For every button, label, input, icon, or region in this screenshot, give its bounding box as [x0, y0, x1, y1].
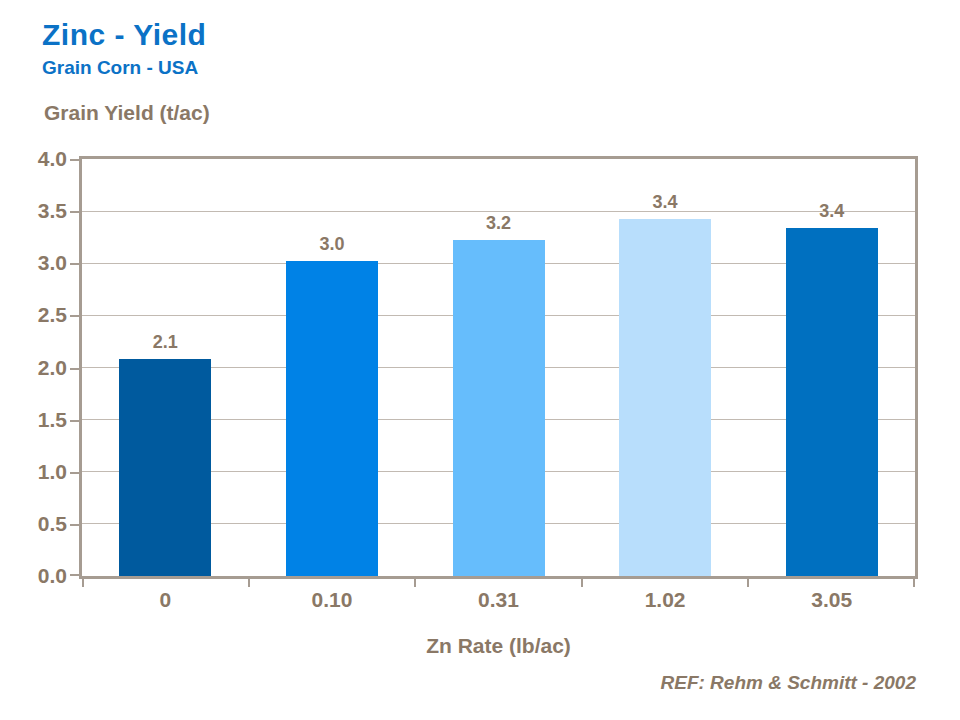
bar-value-label: 2.1: [119, 332, 211, 352]
y-tick-mark: [70, 368, 82, 370]
x-tick-mark: [913, 576, 915, 587]
y-tick-label: 2.0: [7, 357, 67, 379]
page-title: Zinc - Yield: [42, 18, 206, 52]
bar-chart-plot-area: 0.00.51.01.52.02.53.03.54.02.103.00.103.…: [79, 156, 918, 579]
x-tick-mark: [747, 576, 749, 587]
bar-value-label: 3.4: [619, 192, 711, 212]
x-tick-label: 0.10: [249, 588, 415, 612]
x-tick-mark: [581, 576, 583, 587]
bar: [286, 261, 378, 576]
bar-value-label: 3.4: [786, 201, 878, 221]
y-tick-label: 0.5: [7, 513, 67, 535]
y-tick-label: 3.0: [7, 252, 67, 274]
bar: [453, 240, 545, 576]
y-tick-mark: [70, 524, 82, 526]
bar: [119, 359, 211, 576]
y-tick-mark: [70, 420, 82, 422]
y-tick-mark: [70, 472, 82, 474]
x-tick-label: 1.02: [582, 588, 748, 612]
x-tick-label: 0.31: [416, 588, 582, 612]
x-tick-mark: [414, 576, 416, 587]
x-tick-mark: [82, 576, 84, 587]
bar: [619, 219, 711, 576]
y-tick-mark: [70, 315, 82, 317]
x-tick-label: 0: [82, 588, 248, 612]
y-tick-label: 3.5: [7, 200, 67, 222]
x-tick-mark: [248, 576, 250, 587]
bar-value-label: 3.2: [453, 213, 545, 233]
bar-value-label: 3.0: [286, 234, 378, 254]
y-tick-label: 1.0: [7, 461, 67, 483]
reference-text: REF: Rehm & Schmitt - 2002: [661, 672, 917, 694]
y-tick-label: 0.0: [7, 565, 67, 587]
y-tick-mark: [70, 263, 82, 265]
page-subtitle: Grain Corn - USA: [42, 57, 198, 79]
slide-canvas: Zinc - Yield Grain Corn - USA Grain Yiel…: [0, 0, 960, 720]
x-axis-title: Zn Rate (lb/ac): [79, 634, 918, 658]
x-tick-label: 3.05: [749, 588, 915, 612]
y-tick-label: 4.0: [7, 148, 67, 170]
y-tick-mark: [70, 211, 82, 213]
y-tick-mark: [70, 574, 82, 576]
y-axis-title: Grain Yield (t/ac): [44, 101, 210, 125]
bar: [786, 228, 878, 576]
y-tick-mark: [70, 159, 82, 161]
y-tick-label: 2.5: [7, 304, 67, 326]
y-tick-label: 1.5: [7, 409, 67, 431]
